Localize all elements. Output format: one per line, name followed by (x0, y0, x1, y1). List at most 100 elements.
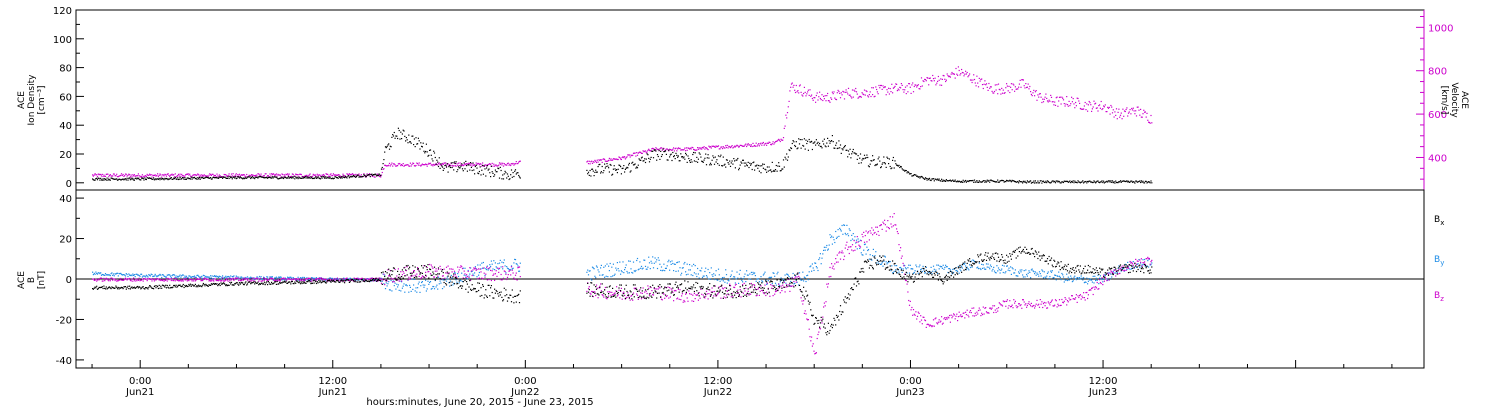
velocity-series-point (1111, 112, 1114, 114)
velocity-series-point (672, 148, 674, 150)
density-series-point (651, 150, 653, 152)
velocity-series-point (97, 173, 99, 175)
velocity-series-point (245, 176, 247, 178)
velocity-series-point (283, 174, 285, 176)
by-series-point (502, 262, 505, 264)
bz-series-point (873, 232, 875, 234)
velocity-series-point (258, 174, 261, 176)
velocity-series-point (242, 174, 244, 176)
density-series-point (429, 149, 432, 151)
bz-series-point (353, 277, 355, 279)
bz-series-point (924, 319, 926, 321)
by-series-point (1010, 273, 1012, 275)
bz-series-point (713, 290, 716, 293)
velocity-series-point (381, 171, 383, 174)
by-series-point (403, 283, 405, 285)
by-series-point (628, 260, 630, 262)
density-series-point (832, 141, 834, 143)
bz-series-point (725, 294, 728, 296)
by-series-point (1068, 279, 1070, 281)
by-series-point (871, 259, 873, 261)
by-series-point (275, 276, 277, 278)
velocity-series-point (207, 176, 209, 178)
by-series-point (192, 276, 194, 278)
density-series-point (908, 171, 910, 174)
velocity-series-point (156, 174, 158, 177)
velocity-series-point (92, 174, 94, 176)
bz-series-point (94, 279, 96, 281)
bz-series-point (310, 280, 312, 282)
by-series-point (810, 265, 812, 267)
velocity-series-point (767, 142, 769, 144)
density-series-point (441, 166, 444, 168)
by-series-point (1133, 267, 1135, 269)
velocity-series-point (1131, 109, 1134, 111)
density-series-point (843, 147, 845, 149)
density-series-point (1118, 181, 1120, 183)
by-series-point (847, 233, 849, 235)
bz-series-point (470, 270, 472, 272)
by-series-point (628, 272, 630, 274)
density-series-point (1082, 180, 1084, 182)
density-series-point (294, 178, 296, 180)
density-series-point (314, 177, 316, 179)
by-series-point (1011, 267, 1013, 269)
by-series-point (103, 274, 105, 276)
bz-series-point (778, 287, 781, 289)
bz-series-point (440, 268, 442, 270)
density-series-point (628, 162, 630, 164)
density-series-point (473, 169, 475, 171)
velocity-series-point (174, 173, 176, 175)
density-series-point (399, 138, 401, 140)
velocity-series-point (1028, 88, 1030, 90)
by-series-point (211, 275, 213, 277)
velocity-series-point (486, 164, 488, 166)
bz-series-point (509, 269, 511, 271)
density-series-point (236, 177, 238, 179)
bz-series-point (864, 235, 866, 237)
velocity-series-point (380, 176, 382, 178)
density-series-point (961, 180, 963, 183)
velocity-series-point (384, 164, 387, 166)
bz-series-point (883, 223, 885, 225)
density-series-point (660, 155, 663, 158)
by-series-point (835, 230, 837, 233)
density-series-point (461, 168, 464, 170)
by-series-point (826, 244, 828, 247)
by-series-point (778, 284, 781, 287)
by-series-point (669, 261, 671, 263)
velocity-series-point (413, 165, 415, 167)
velocity-series-point (390, 164, 392, 166)
bz-series-point (1050, 301, 1052, 304)
by-series-point (182, 274, 184, 276)
by-series-point (1126, 268, 1128, 271)
density-series-point (253, 177, 255, 179)
density-series-point (845, 149, 847, 151)
density-series-point (1042, 180, 1044, 182)
by-series-point (655, 261, 657, 263)
velocity-series-point (238, 175, 240, 177)
bz-series-point (734, 284, 736, 286)
velocity-series-point (206, 175, 208, 177)
velocity-series-point (924, 78, 926, 80)
density-series-point (951, 180, 953, 182)
density-series-point (383, 159, 385, 161)
by-series-point (1148, 266, 1150, 268)
by-series-point (172, 274, 174, 276)
by-series-point (678, 261, 680, 263)
density-series-point (715, 161, 717, 163)
velocity-series-point (1120, 112, 1122, 114)
density-series-point (449, 165, 451, 167)
velocity-series-point (459, 162, 461, 164)
by-series-point (625, 264, 627, 266)
by-series-point (514, 258, 516, 260)
density-series-point (494, 169, 496, 171)
velocity-series-point (1074, 107, 1076, 109)
density-series-point (1042, 180, 1045, 182)
velocity-series-point (1024, 87, 1026, 89)
velocity-series-point (843, 98, 846, 100)
by-series-point (169, 275, 172, 277)
velocity-series-point (1140, 108, 1142, 110)
velocity-series-point (998, 88, 1000, 90)
velocity-series-point (920, 86, 922, 88)
